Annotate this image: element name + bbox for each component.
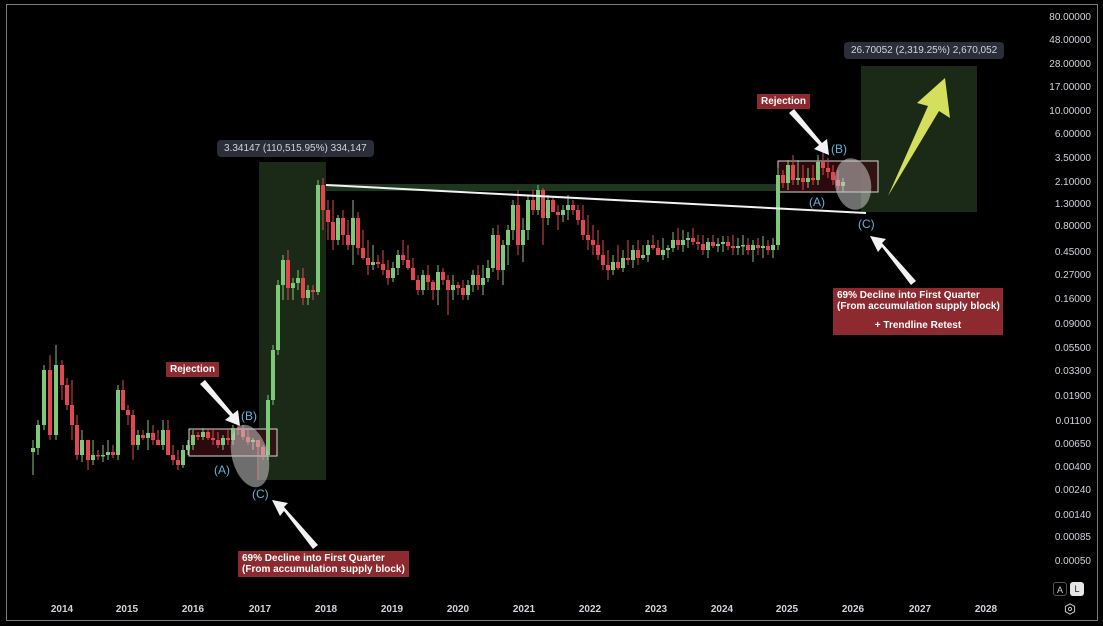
decline-note-line1: 69% Decline into First Quarter (837, 290, 980, 301)
price-axis-label: 0.00400 (1054, 462, 1091, 473)
supply-band (326, 184, 778, 191)
price-axis-label: 17.00000 (1049, 82, 1091, 93)
arrow-c-2026-icon (870, 236, 916, 285)
trendline[interactable] (325, 184, 867, 214)
rejection-label-2016: Rejection (166, 362, 220, 377)
time-axis-label: 2018 (314, 604, 338, 615)
rejection-label-2025: Rejection (757, 94, 811, 109)
decline-note-2017: 69% Decline into First Quarter (From acc… (238, 551, 409, 577)
price-axis-label: 80.00000 (1049, 12, 1091, 23)
price-axis-label: 0.05500 (1054, 343, 1091, 354)
time-axis-label: 2017 (248, 604, 272, 615)
price-axis-label: 1.30000 (1054, 199, 1091, 210)
price-axis-label: 28.00000 (1049, 59, 1091, 70)
wave-b-label-2025: (B) (831, 142, 847, 156)
time-axis-label: 2022 (578, 604, 602, 615)
wave-c-label-2016: (C) (252, 487, 269, 501)
measure-badge-2026: 26.70052 (2,319.25%) 2,670,052 (844, 42, 1005, 59)
decline-note-line1: 69% Decline into First Quarter (242, 553, 385, 564)
measure-badge-2017: 3.34147 (110,515.95%) 334,147 (217, 140, 374, 157)
price-axis-label: 0.03300 (1054, 366, 1091, 377)
decline-note-line2: (From accumulation supply block) (837, 301, 1000, 312)
time-axis-label: 2024 (710, 604, 734, 615)
candlestick-series (31, 150, 845, 480)
time-axis-label: 2020 (446, 604, 470, 615)
price-axis-label: 0.16000 (1054, 294, 1091, 305)
auto-scale-button[interactable]: A (1053, 582, 1067, 596)
decline-note-line2: (From accumulation supply block) (242, 564, 405, 575)
price-axis-label: 0.80000 (1054, 221, 1091, 232)
time-axis-label: 2015 (115, 604, 139, 615)
time-axis-label: 2026 (841, 604, 865, 615)
time-axis-label: 2019 (380, 604, 404, 615)
price-chart-canvas[interactable] (0, 0, 1040, 600)
price-axis-label: 0.09000 (1054, 319, 1091, 330)
measure-box-2017 (259, 162, 326, 480)
decline-note-line3: + Trendline Retest (874, 320, 962, 331)
time-axis-label: 2016 (181, 604, 205, 615)
time-axis-label: 2025 (775, 604, 799, 615)
arrow-rejection-2025-icon (789, 109, 829, 155)
price-axis-label: 48.00000 (1049, 35, 1091, 46)
price-axis-label: 0.01100 (1055, 416, 1091, 427)
price-axis-label: 2.10000 (1054, 177, 1091, 188)
price-axis-label: 6.00000 (1054, 129, 1091, 140)
time-axis-label: 2028 (974, 604, 998, 615)
arrow-c-2016-icon (272, 500, 318, 549)
price-axis-label: 3.50000 (1054, 153, 1091, 164)
time-axis-label: 2014 (50, 604, 74, 615)
price-axis-label: 0.00140 (1054, 510, 1091, 521)
settings-gear-icon[interactable] (1064, 603, 1076, 615)
log-scale-button[interactable]: L (1070, 582, 1084, 596)
c-wave-ellipse-2016 (230, 424, 270, 488)
price-axis-label: 0.00085 (1054, 532, 1091, 543)
price-axis-label: 0.45000 (1054, 247, 1091, 258)
wave-a-label-2025: (A) (809, 195, 825, 209)
decline-note-2026: 69% Decline into First Quarter (From acc… (833, 288, 1003, 335)
time-axis-label: 2027 (908, 604, 932, 615)
wave-c-label-2026: (C) (858, 217, 875, 231)
c-wave-ellipse-2025 (834, 158, 872, 210)
price-axis-label: 10.00000 (1049, 106, 1091, 117)
price-axis-label: 0.00050 (1054, 556, 1091, 567)
time-axis-label: 2023 (644, 604, 668, 615)
price-axis-label: 0.01900 (1054, 391, 1091, 402)
wave-a-label-2016: (A) (214, 463, 230, 477)
price-axis-label: 0.27000 (1054, 270, 1091, 281)
time-axis-label: 2021 (512, 604, 536, 615)
arrow-target-icon (888, 78, 950, 196)
arrow-rejection-2016-icon (200, 380, 240, 426)
price-axis-label: 0.00240 (1054, 485, 1091, 496)
price-axis-label: 0.00650 (1054, 439, 1091, 450)
wave-b-label-2016: (B) (241, 409, 257, 423)
